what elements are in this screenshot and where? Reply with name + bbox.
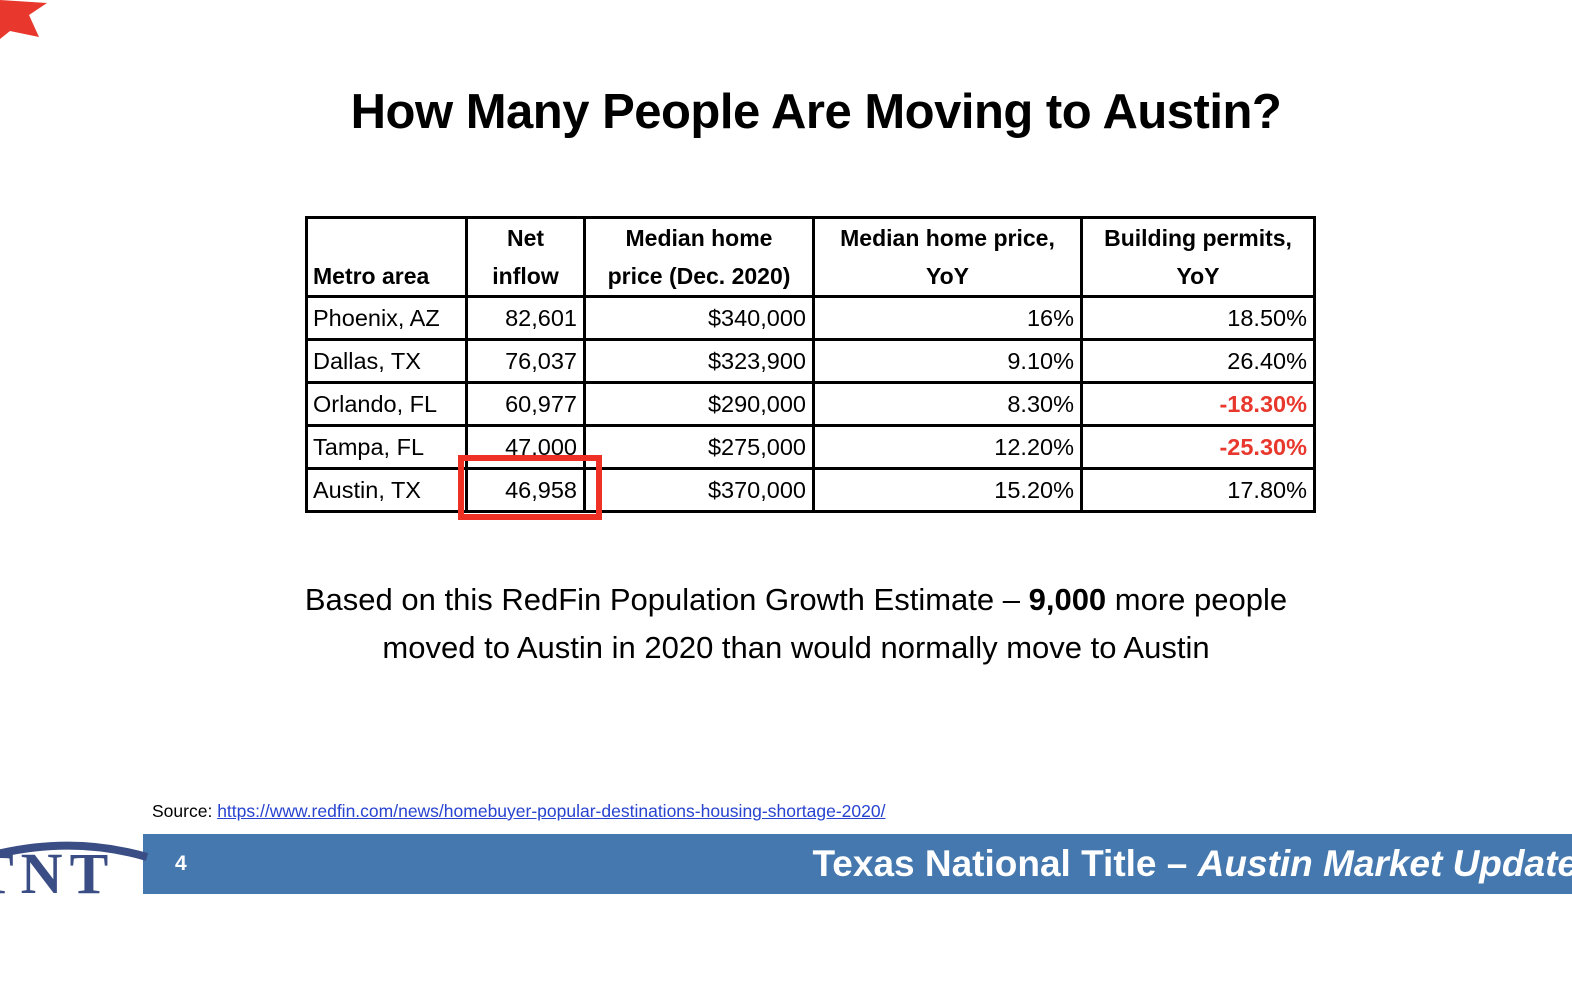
col-header-net-inflow: Net inflow (465, 216, 586, 298)
cell-net-inflow: 76,037 (465, 338, 586, 384)
cell-metro: Phoenix, AZ (305, 295, 468, 341)
col-header-median-home-price: Median home price (Dec. 2020) (583, 216, 815, 298)
estimate-line2: moved to Austin in 2020 than would norma… (382, 630, 1210, 665)
cell-permits-yoy: 17.80% (1080, 467, 1316, 513)
cell-metro: Tampa, FL (305, 424, 468, 470)
cell-metro: Austin, TX (305, 467, 468, 513)
cell-median-price: $370,000 (583, 467, 815, 513)
table-row-tampa: Tampa, FL 47,000 $275,000 12.20% -25.30% (305, 424, 1316, 470)
cell-price-yoy: 15.20% (812, 467, 1083, 513)
corner-accent-shape (0, 0, 47, 39)
col-header-price-yoy: Median home price, YoY (812, 216, 1083, 298)
cell-net-inflow-highlighted: 46,958 (465, 467, 586, 513)
table-row-phoenix: Phoenix, AZ 82,601 $340,000 16% 18.50% (305, 295, 1316, 341)
tnt-logo: TNT (0, 832, 151, 912)
metro-table-wrap: Metro area Net inflow Median home price … (305, 216, 1316, 520)
footer-title: Texas National Title – Austin Market Upd… (812, 843, 1572, 885)
footer-bar: 4 Texas National Title – Austin Market U… (143, 834, 1572, 894)
cell-price-yoy: 8.30% (812, 381, 1083, 427)
table-row-austin: Austin, TX 46,958 $370,000 15.20% 17.80% (305, 467, 1316, 513)
estimate-line1-suffix: more people (1106, 582, 1288, 617)
cell-permits-yoy: 18.50% (1080, 295, 1316, 341)
metro-table: Metro area Net inflow Median home price … (305, 216, 1316, 513)
source-link[interactable]: https://www.redfin.com/news/homebuyer-po… (217, 801, 886, 821)
cell-price-yoy: 16% (812, 295, 1083, 341)
estimate-line1-prefix: Based on this RedFin Population Growth E… (304, 582, 1029, 617)
col-header-metro-area: Metro area (305, 216, 468, 298)
col-header-permits-yoy: Building permits, YoY (1080, 216, 1316, 298)
header-row: Metro area Net inflow Median home price … (305, 216, 1316, 298)
source-line: Source: https://www.redfin.com/news/home… (152, 801, 885, 822)
cell-metro: Dallas, TX (305, 338, 468, 384)
cell-median-price: $340,000 (583, 295, 815, 341)
table-row-orlando: Orlando, FL 60,977 $290,000 8.30% -18.30… (305, 381, 1316, 427)
cell-price-yoy: 12.20% (812, 424, 1083, 470)
slide-title: How Many People Are Moving to Austin? (350, 85, 1282, 139)
logo-arc (0, 841, 149, 861)
cell-price-yoy: 9.10% (812, 338, 1083, 384)
estimate-bold-number: 9,000 (1028, 582, 1107, 617)
page-number: 4 (175, 852, 187, 875)
cell-median-price: $275,000 (583, 424, 815, 470)
footer-title-regular: Texas National Title – (812, 843, 1198, 884)
cell-permits-yoy-negative: -18.30% (1080, 381, 1316, 427)
cell-median-price: $323,900 (583, 338, 815, 384)
estimate-paragraph: Based on this RedFin Population Growth E… (10, 576, 1572, 672)
cell-net-inflow: 82,601 (465, 295, 586, 341)
source-label: Source: (152, 801, 213, 821)
cell-median-price: $290,000 (583, 381, 815, 427)
footer-title-italic: Austin Market Update (1197, 843, 1572, 884)
logo-text: TNT (0, 841, 116, 906)
table-row-dallas: Dallas, TX 76,037 $323,900 9.10% 26.40% (305, 338, 1316, 384)
cell-permits-yoy: 26.40% (1080, 338, 1316, 384)
cell-net-inflow: 47,000 (465, 424, 586, 470)
cell-permits-yoy-negative: -25.30% (1080, 424, 1316, 470)
cell-net-inflow: 60,977 (465, 381, 586, 427)
cell-metro: Orlando, FL (305, 381, 468, 427)
